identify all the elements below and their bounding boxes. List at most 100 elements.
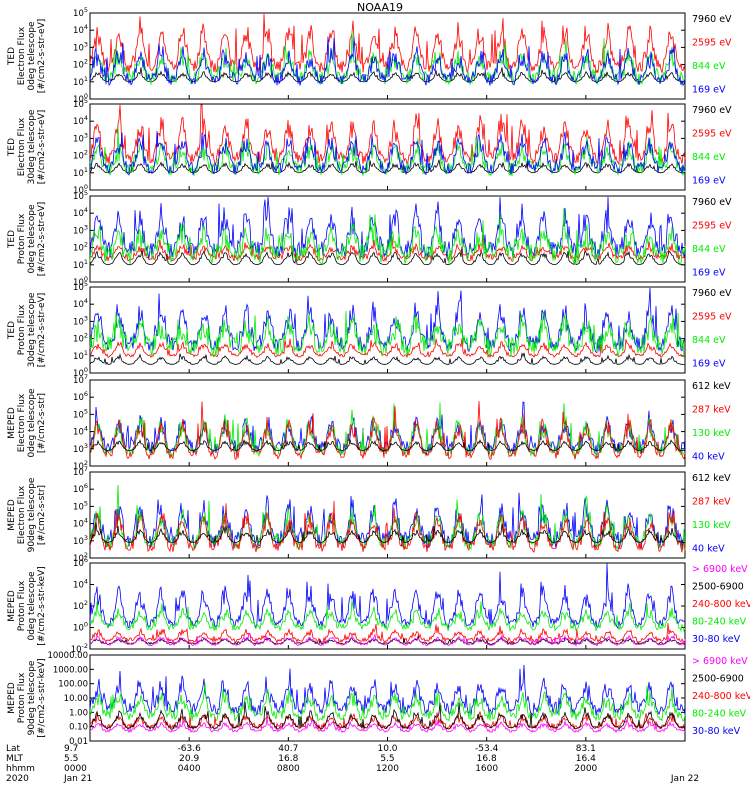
y-tick-label: 101 xyxy=(73,349,88,362)
x-tick-label: 16.8 xyxy=(477,754,497,764)
legend-entry: 844 eV xyxy=(692,335,726,346)
x-tick-label: 0400 xyxy=(178,764,201,774)
series-red xyxy=(89,500,686,553)
y-tick-label: 100 xyxy=(73,366,88,379)
y-axis-label: TED Proton Flux 30deg telescope [#/cm2-s-st… xyxy=(7,292,47,367)
x-tick-label: 16.8 xyxy=(278,754,298,764)
y-tick-label: 0.10 xyxy=(69,723,88,733)
x-tick-label: -53.4 xyxy=(475,744,499,754)
y-ticks: 100 101 102 103 104 105 xyxy=(73,280,685,379)
y-axis-label-line: 90deg telescope xyxy=(27,477,37,552)
panel-2: 100 101 102 103 104 105 TED Electron Flux 30deg … xyxy=(7,97,732,196)
x-tick-label: 20.9 xyxy=(179,754,199,764)
series-red xyxy=(89,234,686,263)
y-tick-label: 105 xyxy=(73,189,88,202)
legend: 7960 eV 2595 eV 844 eV 169 eV xyxy=(692,197,732,279)
legend-entry: 844 eV xyxy=(692,61,726,72)
x-tick-label: 83.1 xyxy=(576,744,596,754)
y-tick-label: 1.00 xyxy=(69,708,88,718)
series-green xyxy=(89,208,686,265)
y-axis-label-line: 0deg telescope xyxy=(27,21,37,91)
legend-entry: 30-80 keV xyxy=(692,634,741,645)
legend-entry: 240-800 keV xyxy=(692,599,750,610)
series-green xyxy=(89,125,686,177)
y-tick-label: 107 xyxy=(73,373,88,386)
y-tick-label: 104 xyxy=(73,517,88,530)
series-green xyxy=(89,682,686,722)
y-axis-label-line: Proton Flux xyxy=(17,580,27,631)
legend: 7960 eV 2595 eV 844 eV 169 eV xyxy=(692,14,732,96)
x-tick-label: 1200 xyxy=(376,764,399,774)
y-axis-label-line: TED xyxy=(7,230,17,249)
series-blue xyxy=(89,196,686,260)
y-tick-label: 104 xyxy=(73,297,88,310)
y-ticks: 10000.00 1000.00 100.00 10.00 1.00 0.10 0.01 xyxy=(47,651,685,747)
y-ticks: 100 101 102 103 104 105 xyxy=(73,189,685,288)
x-tick-label: Jan 22 xyxy=(670,774,699,784)
legend: 612 keV 287 keV 130 keV 40 keV xyxy=(692,381,731,463)
y-tick-label: 104 xyxy=(73,114,88,127)
y-axis-label-line: Proton Flux xyxy=(17,304,27,355)
legend-entry: 7960 eV xyxy=(692,14,732,25)
series-group xyxy=(89,196,686,266)
series-blue xyxy=(89,36,686,87)
legend: 7960 eV 2595 eV 844 eV 169 eV xyxy=(692,105,732,187)
series-group xyxy=(89,563,686,647)
series-magenta xyxy=(89,717,686,734)
legend-entry: 169 eV xyxy=(692,268,726,279)
y-tick-label: 102 xyxy=(73,58,88,71)
y-axis-label-line: 0deg telescope xyxy=(27,204,37,274)
series-black xyxy=(89,522,685,543)
y-axis-label: MEPED Proton Flux 0deg telescope [#/cm2-s-s… xyxy=(7,566,47,645)
y-tick-label: 103 xyxy=(73,534,88,547)
series-green xyxy=(89,600,686,633)
legend-entry: > 6900 keV xyxy=(692,564,748,575)
panel-1: 100 101 102 103 104 105 TED Electron Flux 0deg t… xyxy=(7,6,732,105)
legend-entry: 130 keV xyxy=(692,428,731,439)
series-group xyxy=(89,401,686,461)
x-tick-label: 9.7 xyxy=(64,744,78,754)
y-tick-label: 104 xyxy=(73,206,88,219)
series-red xyxy=(89,401,686,461)
y-axis-label-line: [#/cm2-s-str-eV] xyxy=(37,202,47,277)
y-tick-label: 103 xyxy=(73,314,88,327)
series-black xyxy=(89,701,686,731)
legend-entry: 80-240 keV xyxy=(692,617,747,628)
y-axis-label-line: 90deg telescope xyxy=(27,660,37,735)
legend-entry: 80-240 keV xyxy=(692,709,747,720)
y-axis-label-line: [#/cm2-s-str-eV] xyxy=(37,110,47,185)
series-group xyxy=(89,13,686,87)
y-axis-label-line: [#/cm2-s-str-keV] xyxy=(37,658,47,737)
x-tick-label: 2000 xyxy=(574,764,597,774)
y-tick-label: 101 xyxy=(73,75,88,88)
y-tick-label: 100 xyxy=(73,183,88,196)
legend-entry: 2595 eV xyxy=(692,38,732,49)
y-tick-label: 107 xyxy=(73,465,88,478)
y-tick-label: 0.01 xyxy=(69,737,88,747)
series-blue xyxy=(89,563,686,630)
y-axis-label-line: TED xyxy=(7,138,17,157)
y-ticks: 102 103 104 105 106 107 xyxy=(73,465,685,564)
legend: > 6900 keV 2500-6900 240-800 keV 80-240 keV… xyxy=(692,656,750,737)
x-tick-label: Jan 21 xyxy=(63,774,92,784)
panel-frame xyxy=(89,12,686,100)
series-group xyxy=(89,104,686,177)
x-tick-label: 1600 xyxy=(475,764,498,774)
x-tick-label: 10.0 xyxy=(377,744,397,754)
series-blue xyxy=(89,131,686,176)
panel-5: 102 103 104 105 106 107 MEPED Electron Flux 0deg… xyxy=(7,373,731,472)
legend-entry: 169 eV xyxy=(692,176,726,187)
y-axis-label-line: 30deg telescope xyxy=(27,292,37,367)
y-tick-label: 106 xyxy=(73,390,88,403)
y-tick-label: 105 xyxy=(73,499,88,512)
y-tick-label: 1000.00 xyxy=(53,665,88,675)
y-tick-label: 105 xyxy=(73,97,88,110)
series-red xyxy=(89,622,686,644)
legend-entry: 7960 eV xyxy=(692,288,732,299)
series-blue xyxy=(89,664,686,716)
legend-entry: 30-80 keV xyxy=(692,726,741,737)
legend-entry: 2595 eV xyxy=(692,129,732,140)
y-axis-label-line: Electron Flux xyxy=(17,393,27,452)
panel-4: 100 101 102 103 104 105 TED Proton Flux 30deg te… xyxy=(7,280,732,379)
legend-entry: 612 keV xyxy=(692,381,731,392)
